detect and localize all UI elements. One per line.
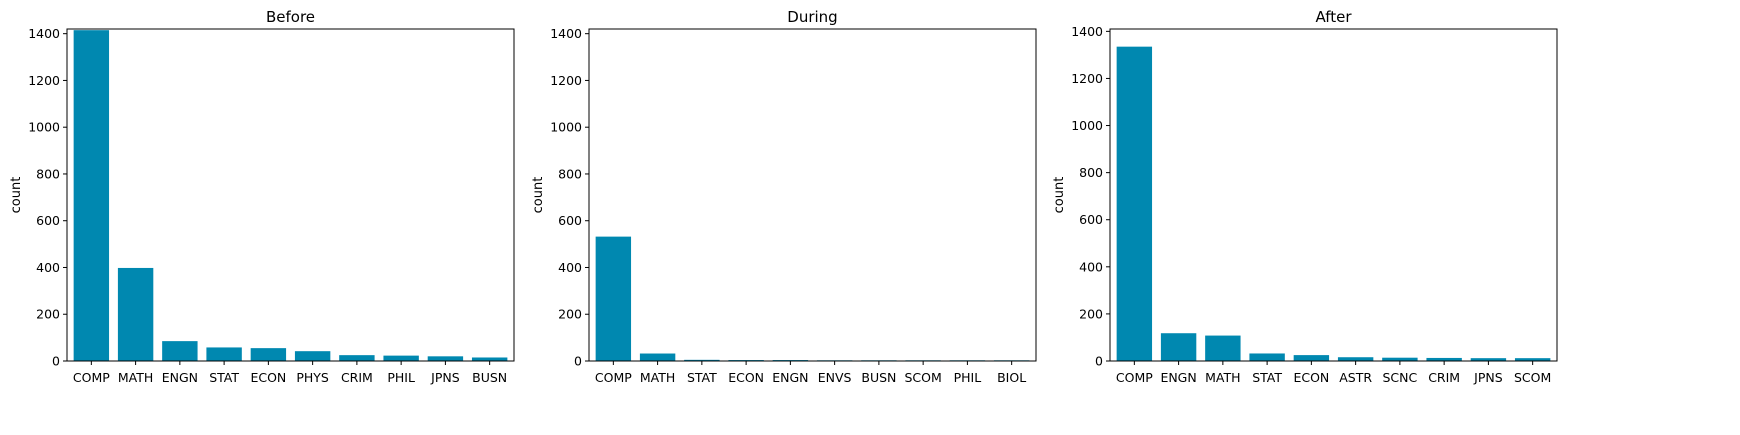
x-tick-label: MATH [118, 370, 153, 385]
x-tick-label: JPNS [430, 370, 460, 385]
axes-frame [588, 28, 1037, 362]
y-tick-label: 800 [558, 166, 582, 181]
bar-engn [1160, 333, 1197, 361]
y-tick-label: 400 [36, 260, 60, 275]
axes-frame [66, 28, 515, 362]
x-tick-label: ECON [250, 370, 286, 385]
y-axis-label: count [1052, 177, 1067, 214]
x-tick-label: COMP [1116, 370, 1153, 385]
bar-crim [1426, 357, 1462, 361]
x-tick-label: BUSN [472, 370, 507, 385]
x-tick-label: MATH [1205, 370, 1240, 385]
y-tick-label: 400 [558, 260, 582, 275]
y-tick-label: 200 [558, 307, 582, 322]
x-tick-label: SCOM [1514, 370, 1551, 385]
bar-math [639, 353, 676, 361]
x-tick-label: SCOM [904, 370, 941, 385]
x-tick-label: CRIM [1428, 370, 1460, 385]
bar-busn [471, 357, 508, 361]
x-tick-label: ASTR [1339, 370, 1372, 385]
bar-econ [1293, 355, 1330, 361]
chart-panel-before: 0 200 400 600 800 1000 1200 1400 COMP MATH ENGN STA… [9, 8, 515, 385]
x-tick-label: STAT [209, 370, 239, 385]
y-tick-label: 0 [1095, 354, 1103, 369]
x-tick-label: JPNS [1473, 370, 1503, 385]
y-tick-label: 800 [36, 166, 60, 181]
bar-comp [1116, 46, 1153, 361]
bar-econ [250, 348, 287, 361]
y-tick-label: 1200 [550, 73, 582, 88]
y-tick-label: 600 [1079, 212, 1103, 227]
y-tick-label: 200 [1079, 306, 1103, 321]
y-axis-label: count [9, 177, 24, 214]
chart-panel-after: 0 200 400 600 800 1000 1200 1400 COMP ENGN MATH STA… [1052, 8, 1558, 385]
x-tick-label: SCNC [1383, 370, 1418, 385]
y-tick-label: 1000 [1071, 118, 1103, 133]
x-tick-label: MATH [640, 370, 675, 385]
x-tick-label: BUSN [861, 370, 896, 385]
x-tick-label: STAT [1252, 370, 1282, 385]
bar-scom [1514, 358, 1551, 361]
bar-comp [73, 30, 110, 361]
x-tick-label: ENGN [162, 370, 198, 385]
chart-title: After [1315, 8, 1352, 26]
bar-stat [206, 347, 242, 361]
y-axis-label: count [531, 177, 546, 214]
y-tick-label: 1000 [550, 120, 582, 135]
y-tick-label: 400 [1079, 259, 1103, 274]
chart-title: Before [266, 8, 315, 26]
bar-comp [595, 236, 632, 361]
bar-crim [339, 355, 375, 361]
bar-scnc [1382, 357, 1418, 361]
y-tick-label: 1200 [28, 73, 60, 88]
bar-astr [1337, 357, 1374, 361]
bar-jpns [427, 356, 464, 361]
x-tick-label: PHIL [387, 370, 415, 385]
bar-phys [294, 351, 331, 361]
x-tick-label: ECON [728, 370, 764, 385]
y-tick-label: 1000 [28, 120, 60, 135]
x-tick-label: COMP [595, 370, 632, 385]
x-tick-label: STAT [687, 370, 717, 385]
x-tick-label: ECON [1293, 370, 1329, 385]
x-tick-label: PHYS [296, 370, 329, 385]
y-tick-label: 1400 [1071, 24, 1103, 39]
y-tick-label: 0 [52, 354, 60, 369]
y-tick-label: 200 [36, 307, 60, 322]
y-tick-label: 1400 [28, 26, 60, 41]
bar-math [1205, 335, 1241, 361]
x-tick-label: ENGN [1160, 370, 1196, 385]
bar-jpns [1470, 358, 1507, 361]
x-tick-label: BIOL [997, 370, 1026, 385]
x-tick-label: COMP [73, 370, 110, 385]
y-tick-label: 1200 [1071, 71, 1103, 86]
bar-engn [162, 341, 198, 361]
y-tick-label: 0 [574, 354, 582, 369]
chart-panel-during: 0 200 400 600 800 1000 1200 1400 COMP MATH STAT ECO… [531, 8, 1037, 385]
y-tick-label: 600 [36, 213, 60, 228]
chart-title: During [787, 8, 837, 26]
x-tick-label: CRIM [341, 370, 373, 385]
x-tick-label: ENVS [818, 370, 852, 385]
x-tick-label: ENGN [772, 370, 808, 385]
axes-frame [1109, 28, 1558, 362]
bar-stat [1249, 353, 1285, 361]
y-tick-label: 800 [1079, 165, 1103, 180]
bar-stat [684, 359, 720, 361]
x-tick-label: PHIL [954, 370, 982, 385]
bar-phil [383, 355, 419, 361]
y-tick-label: 600 [558, 213, 582, 228]
y-tick-label: 1400 [550, 26, 582, 41]
bar-math [117, 267, 154, 361]
